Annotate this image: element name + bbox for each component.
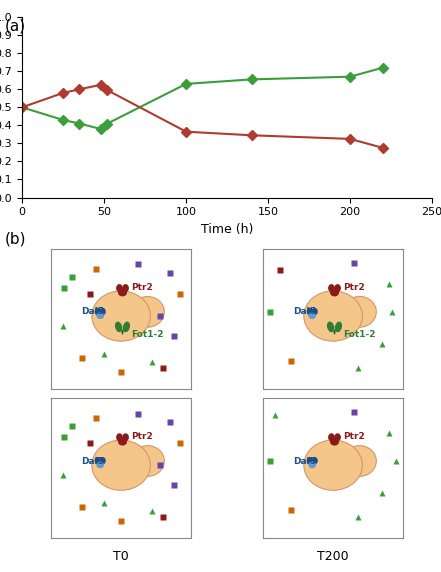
Ellipse shape [343, 446, 376, 476]
Text: T200: T200 [318, 550, 349, 563]
Text: (b): (b) [4, 231, 26, 246]
Text: (a): (a) [4, 18, 26, 33]
Ellipse shape [92, 291, 150, 341]
Text: T0: T0 [113, 550, 129, 563]
Ellipse shape [95, 308, 101, 315]
Ellipse shape [116, 433, 123, 442]
Ellipse shape [308, 462, 316, 468]
Ellipse shape [115, 321, 122, 332]
Ellipse shape [335, 321, 342, 332]
Ellipse shape [343, 296, 376, 327]
Ellipse shape [304, 291, 363, 341]
Ellipse shape [131, 446, 164, 476]
Ellipse shape [330, 438, 339, 446]
Ellipse shape [92, 440, 150, 490]
Ellipse shape [97, 312, 104, 319]
Ellipse shape [328, 284, 335, 292]
Ellipse shape [118, 438, 127, 446]
Ellipse shape [100, 308, 106, 315]
Ellipse shape [334, 284, 341, 292]
Ellipse shape [312, 457, 318, 464]
Text: Dal5: Dal5 [293, 456, 316, 466]
Ellipse shape [330, 289, 339, 296]
Text: Dal5: Dal5 [82, 456, 105, 466]
Ellipse shape [122, 329, 123, 335]
Text: Ptr2: Ptr2 [344, 432, 365, 441]
Ellipse shape [118, 289, 127, 296]
Ellipse shape [123, 321, 130, 332]
Ellipse shape [122, 284, 129, 292]
Ellipse shape [312, 308, 318, 315]
Ellipse shape [334, 433, 341, 442]
Ellipse shape [327, 321, 334, 332]
Text: Dal5: Dal5 [293, 307, 316, 316]
Text: Ptr2: Ptr2 [131, 432, 153, 441]
Text: Fot1-2: Fot1-2 [131, 331, 164, 339]
Ellipse shape [306, 457, 313, 464]
Text: Ptr2: Ptr2 [344, 283, 365, 292]
Text: Dal5: Dal5 [82, 307, 105, 316]
Ellipse shape [328, 433, 335, 442]
X-axis label: Time (h): Time (h) [201, 223, 253, 236]
Ellipse shape [95, 457, 101, 464]
Text: Fot1-2: Fot1-2 [344, 331, 376, 339]
Ellipse shape [100, 457, 106, 464]
Ellipse shape [304, 440, 363, 490]
Ellipse shape [308, 312, 316, 319]
Ellipse shape [131, 296, 164, 327]
Ellipse shape [333, 329, 336, 335]
Ellipse shape [97, 462, 104, 468]
Ellipse shape [306, 308, 313, 315]
Ellipse shape [116, 284, 123, 292]
Text: Ptr2: Ptr2 [131, 283, 153, 292]
Ellipse shape [122, 433, 129, 442]
